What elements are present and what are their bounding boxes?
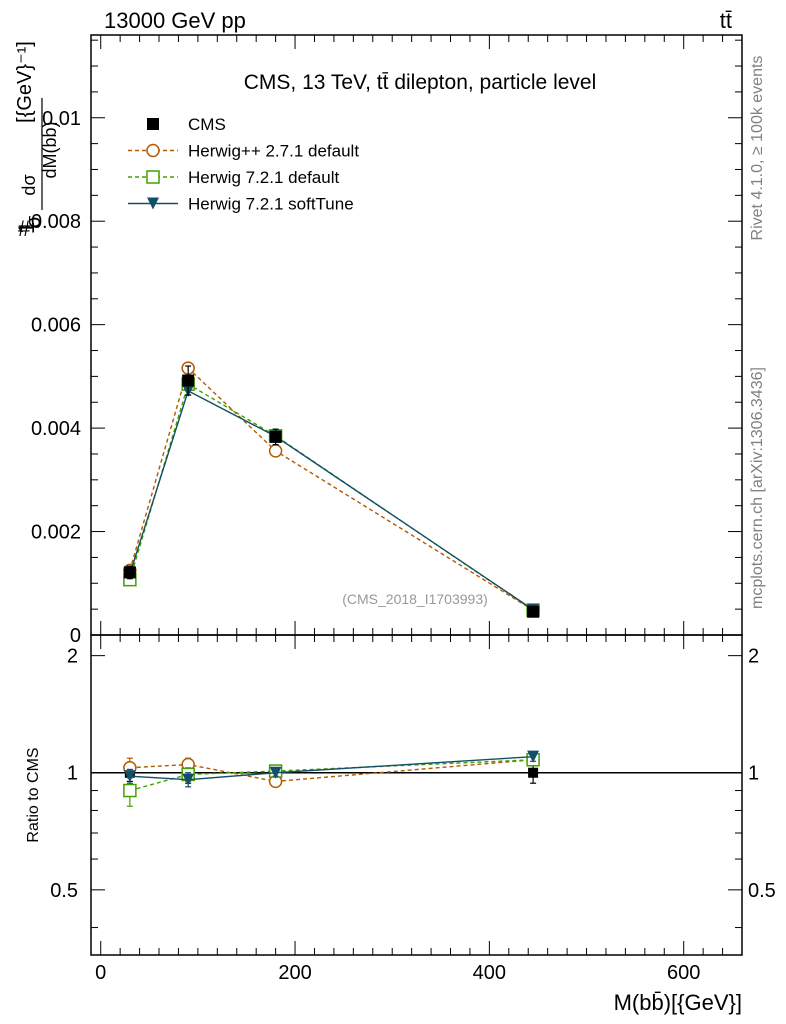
y-tick-label: 0.002 [31, 522, 81, 544]
header-process-label: tt̄ [720, 8, 732, 33]
series-line-herwig-7-2-1-softtune [129, 389, 534, 611]
y-tick-label: 0.01 [42, 108, 81, 130]
y-axis-label: # 1 σ dσ dM(bb̄) [{GeV}⁻¹] [14, 41, 60, 241]
ratio-y-tick-label-right: 0.5 [748, 880, 776, 902]
main-axes: 0 0.002 0.004 0.006 0.008 0.01 [31, 35, 742, 647]
x-tick-label: 400 [473, 962, 506, 984]
y-label-one: 1 [14, 222, 39, 234]
ratio-data-point [528, 767, 539, 778]
mcplots-credit-label: mcplots.cern.ch [arXiv:1306.3436] [749, 367, 766, 609]
ratio-y-label: Ratio to CMS [25, 747, 42, 842]
ratio-frame [90, 634, 743, 956]
y-tick-label: 0 [70, 625, 81, 647]
chart-title: CMS, 13 TeV, tt̄ dilepton, particle leve… [244, 71, 597, 94]
y-label-sigma: σ [23, 215, 45, 228]
y-tick-label: 0.008 [31, 211, 81, 233]
header-energy-label: 13000 GeV pp [104, 8, 246, 33]
legend-label-herwig-7-2-1-softtune: Herwig 7.2.1 softTune [188, 195, 354, 214]
ratio-axes: 0 200 400 600 0.5 0.5 1 1 2 2 [50, 635, 776, 984]
legend-marker-cms [147, 118, 159, 130]
x-tick-label: 200 [278, 962, 311, 984]
ratio-point-herwig-7-2-1-default [123, 783, 137, 798]
series-line-herwig-7-2-1-default [129, 383, 534, 611]
ratio-point-herwig-7-2-1-softtune [123, 770, 136, 783]
y-tick-label: 0.004 [31, 418, 81, 440]
legend-marker-herwig-7-2-1-softtune [147, 197, 159, 210]
legend-label-cms: CMS [188, 115, 226, 134]
legend-marker-herwig-2-7-1-default [146, 143, 160, 158]
point-cms [269, 430, 282, 443]
main-panel: 0 0.002 0.004 0.006 0.008 0.01 CMS, 13 TeV, t… [31, 34, 743, 647]
legend-label-herwig-2-7-1-default: Herwig++ 2.7.1 default [188, 142, 359, 161]
ratio-panel: 0 200 400 600 0.5 0.5 1 1 2 2 Ratio to CMS [25, 634, 776, 984]
ratio-line-herwig-7-2-1-default [129, 759, 534, 792]
point-herwig-2-7-1-default [268, 444, 283, 458]
ratio-y-tick-label-right: 2 [748, 646, 759, 668]
analysis-watermark: (CMS_2018_I1703993) [342, 591, 488, 607]
ratio-point-herwig-7-2-1-softtune [527, 750, 540, 763]
ratio-point-herwig-7-2-1-softtune [269, 766, 282, 779]
ratio-line-herwig-7-2-1-softtune [129, 755, 534, 781]
main-series-group [123, 361, 540, 618]
ratio-point-herwig-7-2-1-softtune [182, 773, 195, 786]
x-axis-label: M(bb̄)[{GeV}] [614, 990, 742, 1015]
ratio-y-tick-label: 0.5 [50, 880, 78, 902]
y-label-hash: # [18, 216, 31, 241]
legend-marker-herwig-7-2-1-default [146, 170, 160, 184]
y-tick-label: 0.006 [31, 315, 81, 337]
x-tick-label: 0 [95, 962, 106, 984]
series-line-herwig-2-7-1-default [129, 366, 534, 611]
ratio-y-tick-label: 1 [67, 763, 78, 785]
y-label-unit: [{GeV}⁻¹] [14, 41, 36, 123]
point-cms [182, 374, 195, 387]
ratio-y-tick-label-right: 1 [748, 763, 759, 785]
y-label-dsigma: dσ [19, 174, 39, 195]
ratio-series-group [123, 750, 540, 807]
legend: CMS Herwig++ 2.7.1 default Herwig 7.2.1 de… [128, 115, 359, 214]
point-cms [123, 566, 136, 579]
point-cms [527, 605, 540, 618]
y-label-dm: dM(bb̄) [40, 121, 60, 178]
rivet-version-label: Rivet 4.1.0, ≥ 100k events [749, 56, 766, 241]
legend-label-herwig-7-2-1-default: Herwig 7.2.1 default [188, 168, 339, 187]
ratio-line-herwig-2-7-1-default [129, 759, 534, 783]
ratio-y-tick-label: 2 [67, 646, 78, 668]
x-tick-label: 600 [667, 962, 700, 984]
